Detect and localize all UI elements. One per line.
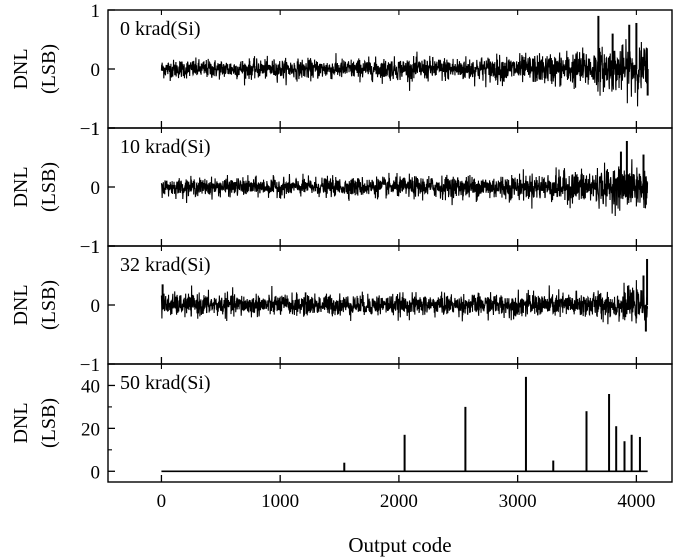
y-axis-label-dnl: DNL [10, 48, 32, 89]
x-tick-label: 0 [157, 491, 167, 512]
y-tick-label: −1 [80, 119, 100, 140]
dnl-trace [160, 280, 649, 325]
y-axis-label-unit: (LSB) [38, 398, 60, 448]
y-tick-label: 0 [91, 178, 101, 199]
x-tick-label: 3000 [499, 491, 537, 512]
panel-3: 0 20 40 DNL (LSB) 50 krad(Si) 0 1000 2000 3000 400… [10, 363, 673, 512]
y-tick-label: 0 [91, 296, 101, 317]
x-tick-label: 4000 [617, 491, 655, 512]
chart-panels: −1 0 1 DNL (LSB) 0 krad(Si) −1 0 1 DNL (LSB) 10 kra… [10, 1, 673, 512]
panel-frame [107, 363, 673, 483]
panel-label: 10 krad(Si) [120, 136, 211, 158]
y-tick-label: 1 [91, 237, 101, 258]
x-axis-label: Output code [348, 533, 451, 557]
x-tick-label: 1000 [261, 491, 299, 512]
panel-2: −1 0 1 DNL (LSB) 32 krad(Si) [10, 237, 673, 376]
y-tick-label: −1 [80, 355, 100, 376]
x-tick-label: 2000 [380, 491, 418, 512]
y-axis-label-dnl: DNL [10, 166, 32, 207]
y-axis-label-dnl: DNL [10, 284, 32, 325]
y-tick-label: 0 [91, 60, 101, 81]
y-tick-label: 1 [91, 119, 101, 140]
y-tick-label: 1 [91, 1, 101, 22]
panel-label: 32 krad(Si) [120, 254, 211, 276]
panel-1: −1 0 1 DNL (LSB) 10 krad(Si) [10, 119, 673, 258]
y-tick-label: 40 [81, 376, 100, 397]
y-tick-label: 20 [81, 419, 100, 440]
y-axis-label-unit: (LSB) [38, 280, 60, 330]
y-tick-label: 0 [91, 462, 101, 483]
panel-0: −1 0 1 DNL (LSB) 0 krad(Si) [10, 1, 673, 140]
dnl-trace [160, 39, 649, 107]
y-axis-label-dnl: DNL [10, 402, 32, 443]
dnl-trace [160, 159, 649, 217]
y-axis-label-unit: (LSB) [38, 162, 60, 212]
y-axis-label-unit: (LSB) [38, 44, 60, 94]
y-tick-label: −1 [80, 237, 100, 258]
panel-label: 0 krad(Si) [120, 18, 201, 40]
panel-label: 50 krad(Si) [120, 372, 211, 394]
